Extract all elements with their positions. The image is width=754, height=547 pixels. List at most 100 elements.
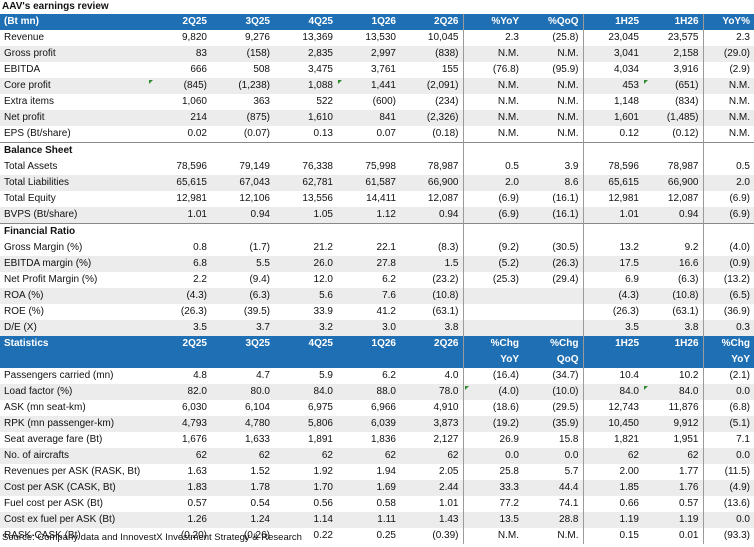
row-label: ROA (%) (0, 288, 148, 304)
column-subheader: YoY (462, 352, 523, 368)
table-cell: (16.1) (523, 207, 583, 224)
table-cell: N.M. (462, 46, 523, 62)
table-cell: 0.8 (193, 242, 207, 253)
table-cell: (2,091) (400, 78, 463, 94)
empty-cell (400, 142, 463, 159)
table-cell: 2.3 (702, 30, 754, 46)
table-cell: 78,987 (667, 161, 699, 172)
table-cell: (6.9) (702, 191, 754, 207)
table-cell: 78.0 (400, 384, 463, 400)
table-cell: N.M. (462, 528, 523, 544)
table-cell: 3.5 (148, 320, 211, 336)
table-cell: 6,966 (370, 402, 396, 413)
table-cell: N.M. (523, 110, 583, 126)
table-cell: 3,916 (673, 64, 699, 75)
table-cell: N.M. (702, 110, 754, 126)
table-cell: 6,030 (181, 402, 207, 413)
table-cell: 0.57 (187, 498, 207, 509)
table-cell: 44.4 (523, 480, 583, 496)
table-cell: 1.19 (582, 512, 643, 528)
column-header: 4Q25 (274, 14, 337, 30)
empty-header-cell (337, 352, 400, 368)
table-cell: (0.07) (243, 128, 270, 139)
table-cell: 6.2 (382, 370, 396, 381)
empty-cell (337, 223, 400, 240)
table-cell: 5,806 (274, 416, 337, 432)
table-cell: 3.8 (400, 320, 463, 336)
table-cell: (76.8) (462, 62, 523, 78)
table-cell: 10.2 (679, 370, 699, 381)
column-header: 1H26 (643, 14, 703, 30)
table-cell: N.M. (557, 530, 579, 541)
table-header-row: (Bt mn) 2Q25 3Q25 4Q25 1Q26 2Q26 %YoY %QoQ 1H25 1… (0, 14, 754, 30)
table-cell: (4.0) (462, 384, 523, 400)
table-cell: 6,039 (337, 416, 400, 432)
table-cell: 2.0 (462, 175, 523, 191)
table-cell: 1.43 (400, 512, 463, 528)
table-row: Total Equity 12,981 12,106 13,556 14,411 12,0… (0, 191, 754, 207)
table-cell: 0.13 (313, 128, 333, 139)
table-cell: 508 (253, 64, 270, 75)
table-cell: (8.3) (437, 242, 459, 253)
table-cell: (0.12) (672, 128, 699, 139)
table-cell: 41.2 (376, 306, 396, 317)
table-cell: (845) (148, 78, 211, 94)
table-row: Gross Margin (%) 0.8 (1.7) 21.2 22.1 (8.3) (9.… (0, 240, 754, 256)
table-cell: 65,615 (148, 175, 211, 191)
source-note: Source: Company data and InnovestX Inves… (2, 532, 302, 543)
table-cell: 4.0 (444, 370, 459, 381)
table-cell: 0.56 (313, 498, 333, 509)
table-cell: 841 (337, 110, 400, 126)
table-cell: 66,900 (400, 175, 463, 191)
table-cell: 75,998 (365, 161, 396, 172)
table-cell: 6,104 (244, 402, 270, 413)
table-cell: 1,821 (582, 432, 643, 448)
table-cell: 1,060 (181, 96, 207, 107)
table-cell: 33.9 (313, 306, 333, 317)
table-cell: 0.25 (376, 530, 396, 541)
table-cell: (2.1) (702, 368, 754, 384)
table-subheader-row: YoY QoQ YoY (0, 352, 754, 368)
column-subheader: YoY (702, 352, 754, 368)
column-header: 3Q25 (211, 14, 274, 30)
table-cell: (25.3) (462, 272, 523, 288)
table-cell: 12,743 (582, 400, 643, 416)
table-cell: 76,338 (302, 161, 333, 172)
table-cell: (2,326) (400, 110, 463, 126)
table-cell: 16.6 (643, 256, 703, 272)
table-cell: 26.9 (462, 432, 523, 448)
table-cell: 27.8 (337, 256, 400, 272)
table-cell: (1,238) (211, 78, 274, 94)
table-cell: 12,087 (667, 193, 699, 204)
table-cell: (1.7) (249, 242, 270, 253)
table-cell: 6.8 (148, 256, 211, 272)
table-cell: N.M. (462, 110, 523, 126)
table-row: Net profit 214 (875) 1,610 841 (2,326) N.M. N.M… (0, 110, 754, 126)
table-cell: 0.0 (462, 448, 523, 464)
row-label: ASK (mn seat-km) (4, 402, 86, 413)
row-label: EBITDA (4, 64, 41, 75)
table-cell (523, 320, 583, 336)
table-cell: 0.02 (187, 128, 207, 139)
table-cell: (6.9) (702, 207, 754, 224)
table-cell: (6.5) (702, 288, 754, 304)
table-cell: 74.1 (559, 498, 579, 509)
table-cell: 666 (190, 64, 207, 75)
table-cell: 78,596 (176, 161, 207, 172)
empty-header-cell (0, 352, 148, 368)
table-cell: 0.01 (679, 530, 699, 541)
empty-header-cell (400, 352, 463, 368)
table-cell: 82.0 (148, 384, 211, 400)
table-cell: 1,836 (370, 434, 396, 445)
table-cell: 9,276 (244, 32, 270, 43)
table-row: ASK (mn seat-km) 6,030 6,104 6,975 6,966 4,91… (0, 400, 754, 416)
table-row: No. of aircrafts 62 62 62 62 62 0.0 0.0 62 62 0.0 (0, 448, 754, 464)
table-cell: 10,045 (427, 32, 459, 43)
table-cell: 1.05 (274, 207, 337, 224)
table-cell: 1.52 (250, 466, 270, 477)
table-cell: 2.3 (462, 30, 523, 46)
table-cell: 9.2 (684, 242, 699, 253)
empty-header-cell (274, 352, 337, 368)
table-cell: 3.0 (337, 320, 400, 336)
empty-cell (702, 223, 754, 240)
